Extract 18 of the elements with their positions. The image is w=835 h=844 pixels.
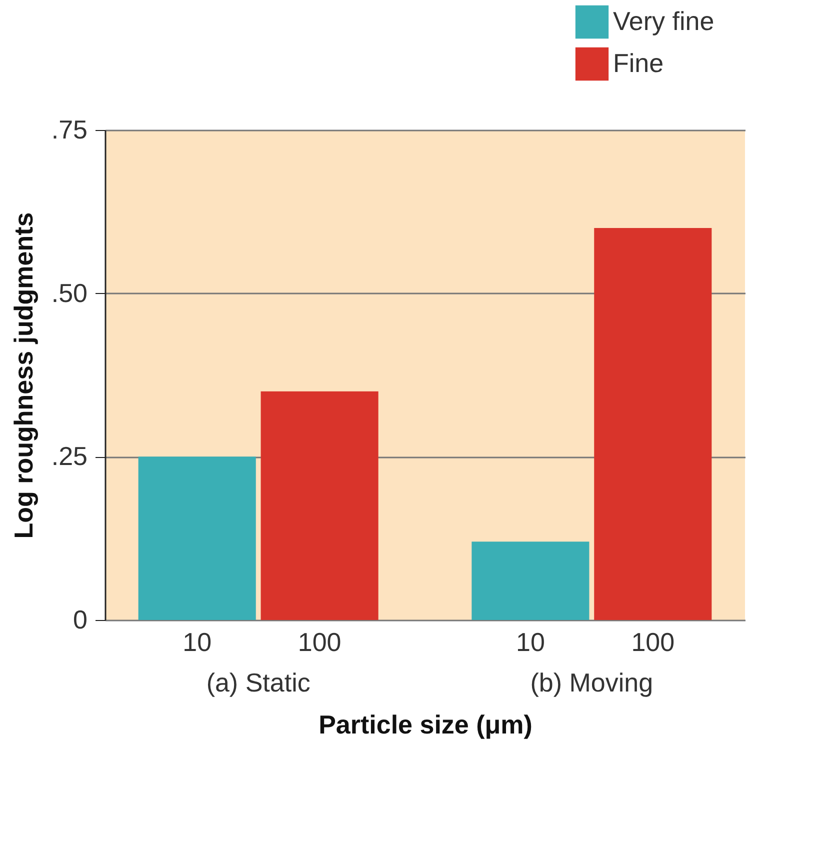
legend-label: Fine [613, 48, 664, 78]
y-tick-label: .25 [51, 441, 88, 472]
bar [472, 542, 590, 620]
legend-label: Very fine [613, 6, 714, 36]
x-tick-label: (a) Static [206, 668, 310, 698]
bar [260, 391, 378, 620]
text: 10 [516, 627, 545, 657]
x-tick-label: (b) Moving [530, 668, 654, 698]
bar [138, 456, 256, 620]
y-axis-title: Log roughness judgments [8, 212, 38, 539]
y-tick-label: .75 [51, 114, 88, 144]
x-axis-title: Particle size (μm) [318, 710, 532, 740]
text: 10 [182, 627, 212, 657]
y-tick-label: .50 [51, 278, 88, 308]
text: 100 [298, 627, 342, 657]
bar [594, 228, 712, 620]
text: 100 [631, 627, 675, 657]
y-tick-label: 0 [73, 604, 88, 634]
